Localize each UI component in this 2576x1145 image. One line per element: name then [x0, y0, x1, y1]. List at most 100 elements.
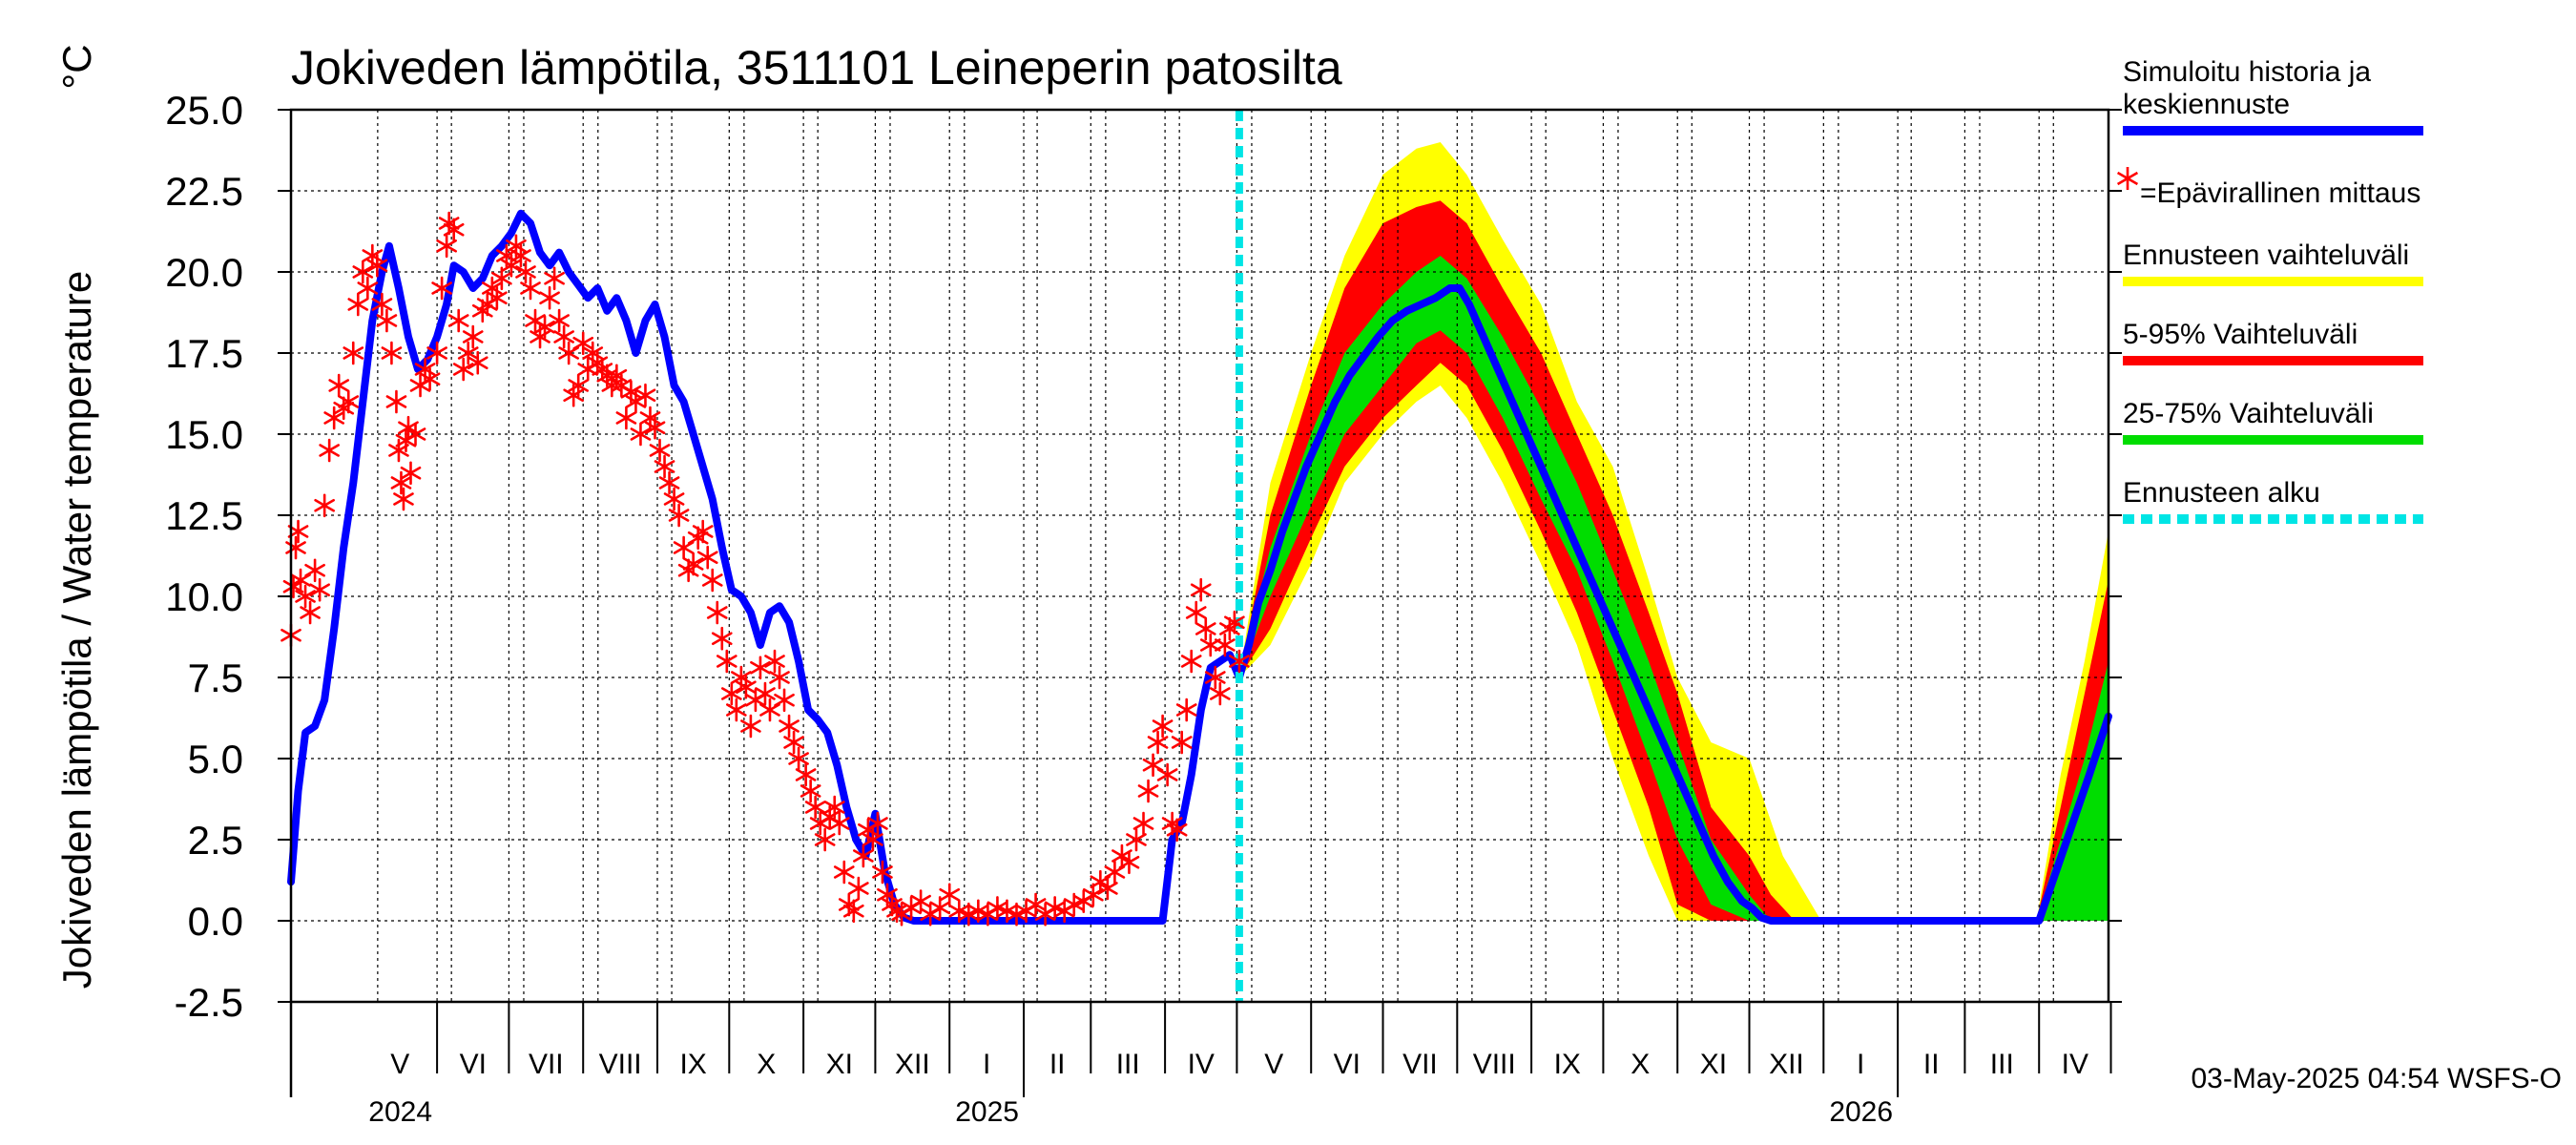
- measurement-point: [1210, 681, 1231, 706]
- month-label: VIII: [599, 1049, 642, 1080]
- y-tick-label: 5.0: [188, 737, 243, 781]
- month-label: I: [983, 1049, 990, 1080]
- measurement-point: [471, 299, 493, 323]
- measurement-point: [948, 899, 970, 924]
- measurement-point: [630, 422, 652, 447]
- measurement-point: [848, 876, 869, 901]
- month-label: V: [1264, 1049, 1283, 1080]
- measurement-point: [814, 827, 836, 852]
- measurement-point: [520, 276, 541, 301]
- measurement-point: [654, 454, 675, 479]
- measurement-point: [1025, 892, 1047, 917]
- measurement-point: [400, 461, 422, 486]
- measurement-point: [673, 535, 695, 560]
- footer-timestamp: 03-May-2025 04:54 WSFS-O: [2192, 1063, 2563, 1094]
- y-tick-label: -2.5: [175, 980, 243, 1025]
- legend-asterisk-swatch: [2116, 167, 2139, 190]
- measurement-point: [333, 396, 355, 421]
- measurement-point: [833, 860, 855, 885]
- measurement-point: [1204, 665, 1226, 690]
- chart-title: Jokiveden lämpötila, 3511101 Leineperin …: [291, 41, 1342, 94]
- measurement-point: [644, 415, 666, 440]
- measurement-point: [769, 665, 790, 690]
- measurement-point: [795, 762, 817, 787]
- measurement-point: [419, 366, 441, 391]
- measurement-point: [867, 811, 888, 836]
- measurement-point: [1137, 779, 1159, 803]
- month-label: X: [757, 1049, 776, 1080]
- month-label: VI: [460, 1049, 487, 1080]
- band-2: [1238, 256, 2109, 921]
- month-label: XI: [826, 1049, 853, 1080]
- measurement-point: [958, 902, 980, 926]
- month-label: XII: [1769, 1049, 1804, 1080]
- measurement-point: [804, 795, 826, 820]
- measurement-point: [376, 308, 398, 333]
- month-label: III: [1990, 1049, 2014, 1080]
- month-label: II: [1923, 1049, 1940, 1080]
- y-tick-label: 20.0: [165, 250, 243, 295]
- measurement-point: [1044, 896, 1066, 920]
- measurement-point: [838, 892, 860, 917]
- measurement-point: [853, 843, 874, 868]
- measurement-point: [1142, 753, 1164, 778]
- measurement-point: [658, 470, 680, 495]
- y-axis-label: Jokiveden lämpötila / Water temperature: [54, 271, 99, 989]
- measurement-point: [677, 558, 699, 583]
- measurement-point: [1199, 633, 1221, 657]
- measurement-point: [452, 357, 474, 382]
- y-tick-label: 15.0: [165, 412, 243, 457]
- measurement-point: [882, 892, 903, 917]
- measurement-point: [405, 422, 426, 447]
- measurement-point: [1147, 730, 1169, 755]
- y-tick-label: 12.5: [165, 493, 243, 538]
- measurement-point: [774, 688, 795, 713]
- month-label: II: [1049, 1049, 1066, 1080]
- measurement-point: [779, 714, 800, 739]
- measurement-point: [534, 315, 555, 340]
- measurement-point: [668, 503, 690, 528]
- month-label: III: [1116, 1049, 1140, 1080]
- y-tick-label: 0.0: [188, 899, 243, 944]
- measurement-point: [366, 253, 388, 278]
- measurement-point: [328, 373, 350, 398]
- measurement-point: [314, 493, 335, 518]
- measurement-point: [634, 383, 656, 407]
- measurement-point: [462, 324, 484, 349]
- measurement-point: [1195, 616, 1216, 641]
- legend-label: Ennusteen vaihteluväli: [2123, 239, 2409, 271]
- measurement-point: [515, 260, 536, 284]
- measurement-point: [872, 860, 893, 885]
- measurement-point: [1180, 649, 1202, 674]
- month-label: VII: [1402, 1049, 1438, 1080]
- measurement-point: [592, 357, 613, 382]
- y-tick-label: 25.0: [165, 88, 243, 133]
- measurement-point: [558, 341, 579, 365]
- measurement-point: [720, 681, 742, 706]
- measurement-point: [842, 899, 864, 924]
- measurement-point: [696, 545, 718, 570]
- measurement-point: [343, 341, 364, 365]
- y-axis-unit: °C: [54, 44, 99, 89]
- measurement-point: [755, 681, 776, 706]
- measurement-point: [1118, 850, 1140, 875]
- measurement-point: [390, 470, 412, 495]
- measurement-point: [939, 883, 961, 907]
- y-tick-label: 22.5: [165, 169, 243, 214]
- measurement-point: [740, 714, 761, 739]
- measurement-point: [764, 649, 785, 674]
- measurement-point: [1126, 827, 1147, 852]
- month-label: X: [1631, 1049, 1650, 1080]
- measurement-point: [663, 487, 685, 511]
- measurement-point: [1104, 860, 1126, 885]
- measurement-point: [501, 253, 522, 278]
- month-label: VI: [1334, 1049, 1361, 1080]
- measurement-point: [436, 234, 457, 259]
- month-label: V: [390, 1049, 409, 1080]
- month-label: IV: [1188, 1049, 1215, 1080]
- measurement-point: [431, 276, 452, 301]
- grid: [291, 110, 2109, 1002]
- month-label: I: [1857, 1049, 1864, 1080]
